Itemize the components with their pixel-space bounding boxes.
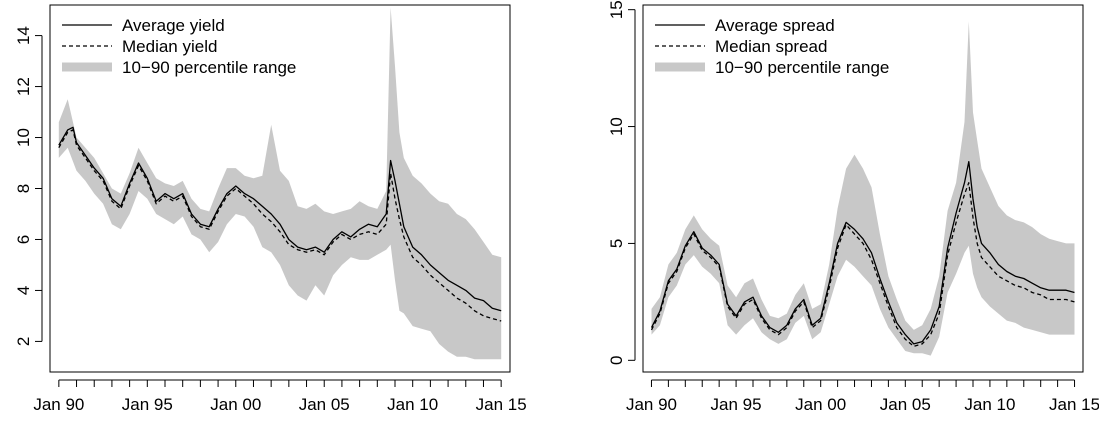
x-tick-label: Jan 95: [711, 395, 762, 414]
median-line: [58, 129, 502, 322]
plot-frame: [642, 4, 1084, 373]
legend-label: 10−90 percentile range: [122, 58, 296, 77]
y-tick-label: 2: [14, 337, 33, 346]
legend-label: Average spread: [715, 16, 835, 35]
x-tick-label: Jan 10: [964, 395, 1015, 414]
percentile-band: [651, 21, 1075, 356]
average-line: [58, 126, 502, 312]
average-line: [650, 160, 1075, 345]
y-tick-label: 0: [607, 356, 626, 365]
x-tick-label: Jan 15: [476, 395, 527, 414]
percentile-band: [58, 7, 502, 360]
legend: Average yield Median yield 10−90 percentil…: [62, 16, 296, 77]
legend-label: 10−90 percentile range: [715, 58, 889, 77]
y-tick-label: 10: [14, 128, 33, 147]
plot-frame: [49, 4, 511, 373]
y-tick-label: 12: [14, 77, 33, 96]
x-tick-label: Jan 10: [387, 395, 438, 414]
legend-label: Average yield: [122, 16, 225, 35]
y-tick-label: 14: [14, 26, 33, 45]
y-tick-label: 10: [607, 117, 626, 136]
chart-panel-2: Jan 90 Jan 95 Jan 00 Jan 05 Jan 10 Jan 15 0 5 10…: [607, 0, 1099, 414]
chart-panel-1: Jan 90 Jan 95 Jan 00 Jan 05 Jan 10 Jan 15 2 4 6 8…: [14, 4, 527, 414]
y-tick-label: 5: [607, 239, 626, 248]
x-tick-label: Jan 05: [880, 395, 931, 414]
y-tick-label: 8: [14, 184, 33, 193]
x-tick-label: Jan 15: [1049, 395, 1099, 414]
x-tick-label: Jan 05: [299, 395, 350, 414]
x-tick-label: Jan 90: [33, 395, 84, 414]
legend: Average spread Median spread 10−90 percent…: [655, 16, 889, 77]
x-tick-label: Jan 00: [210, 395, 261, 414]
x-tick-label: Jan 90: [626, 395, 677, 414]
y-tick-label: 6: [14, 235, 33, 244]
legend-label: Median yield: [122, 37, 217, 56]
legend-label: Median spread: [715, 37, 827, 56]
x-tick-label: Jan 95: [122, 395, 173, 414]
median-line: [650, 182, 1075, 347]
y-tick-label: 4: [14, 286, 33, 295]
y-tick-label: 15: [607, 0, 626, 19]
x-tick-label: Jan 00: [795, 395, 846, 414]
